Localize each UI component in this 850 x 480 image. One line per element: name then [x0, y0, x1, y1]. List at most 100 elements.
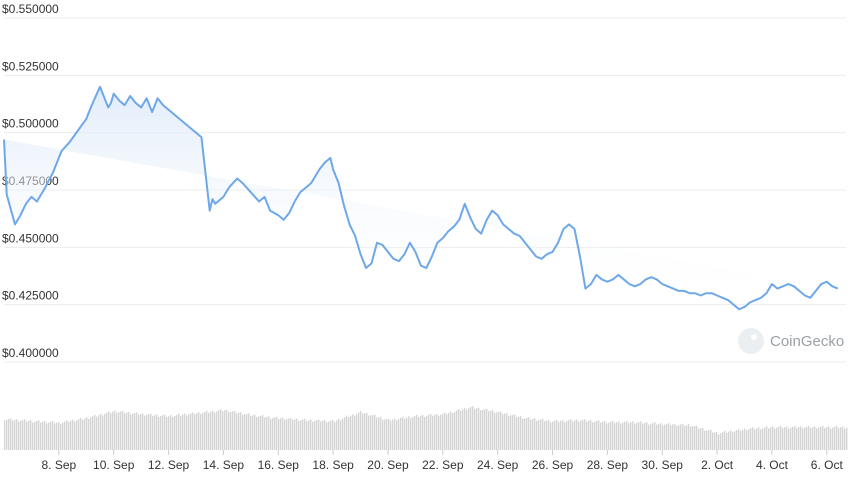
volume-bar	[446, 414, 448, 450]
volume-bar	[194, 414, 196, 450]
volume-bar	[202, 412, 204, 450]
volume-bar	[466, 409, 468, 450]
volume-bar	[576, 419, 578, 450]
volume-bar	[480, 410, 482, 450]
volume-bar	[738, 428, 740, 450]
volume-bar	[464, 407, 466, 450]
volume-bar	[792, 426, 794, 450]
x-tick-label: 6. Oct	[811, 458, 844, 472]
volume-bar	[162, 415, 164, 450]
volume-bar	[198, 412, 200, 450]
volume-bar	[372, 415, 374, 450]
price-series-line	[3, 85, 839, 311]
x-tick-label: 2. Oct	[701, 458, 734, 472]
volume-bar	[672, 424, 674, 450]
volume-bar	[32, 422, 34, 450]
volume-bar	[10, 418, 12, 450]
volume-bar	[150, 413, 152, 450]
volume-bar	[730, 430, 732, 450]
volume-bar	[834, 426, 836, 450]
volume-bar	[832, 427, 834, 450]
volume-bar	[706, 430, 708, 450]
volume-bar	[348, 417, 350, 450]
volume-bar	[160, 416, 162, 450]
volume-bar	[676, 426, 678, 450]
volume-bar	[492, 410, 494, 450]
volume-bar	[304, 418, 306, 450]
volume-bar	[574, 420, 576, 450]
volume-bar	[846, 427, 848, 450]
volume-bar	[106, 412, 108, 450]
volume-bar	[504, 413, 506, 450]
volume-bar	[662, 425, 664, 450]
volume-bar	[56, 422, 58, 450]
volume-bar	[204, 411, 206, 450]
volume-bar	[408, 416, 410, 450]
volume-bar	[384, 419, 386, 450]
volume-bar	[694, 426, 696, 450]
volume-bar	[186, 415, 188, 450]
volume-bar	[654, 422, 656, 450]
volume-bar	[200, 414, 202, 450]
gecko-logo-icon	[738, 328, 764, 354]
volume-bar	[8, 419, 10, 450]
volume-bar	[326, 422, 328, 450]
x-tick-label: 20. Sep	[367, 458, 409, 472]
volume-bar	[570, 419, 572, 450]
volume-bar	[720, 433, 722, 450]
volume-bar	[334, 421, 336, 450]
volume-bar	[292, 420, 294, 450]
volume-bar	[798, 427, 800, 450]
volume-bar	[622, 422, 624, 450]
volume-bar	[474, 408, 476, 450]
volume-bar	[826, 427, 828, 450]
volume-bar	[800, 426, 802, 450]
volume-bar	[310, 419, 312, 450]
volume-bar	[288, 418, 290, 450]
volume-bar	[476, 408, 478, 450]
volume-bar	[784, 427, 786, 450]
volume-bar	[432, 415, 434, 450]
volume-bar	[810, 428, 812, 450]
volume-bar	[424, 416, 426, 450]
volume-bar	[360, 411, 362, 450]
volume-bar	[222, 411, 224, 450]
volume-bar	[584, 419, 586, 450]
volume-bar	[26, 421, 28, 450]
volume-bar	[840, 427, 842, 450]
volume-bar	[568, 420, 570, 450]
y-tick-label: $0.400000	[2, 346, 59, 360]
volume-bar	[512, 414, 514, 450]
coingecko-watermark: CoinGecko	[738, 328, 844, 354]
volume-bar	[448, 412, 450, 450]
volume-bar	[22, 420, 24, 450]
volume-bar	[242, 414, 244, 450]
volume-bar	[324, 420, 326, 450]
volume-bar	[156, 414, 158, 450]
volume-bar	[220, 409, 222, 450]
volume-bar	[688, 424, 690, 450]
volume-bar	[30, 420, 32, 450]
volume-bar	[600, 422, 602, 450]
volume-bar	[786, 426, 788, 450]
volume-bar	[546, 420, 548, 450]
volume-bar	[468, 408, 470, 450]
volume-bar	[404, 418, 406, 450]
volume-bar	[44, 421, 46, 450]
volume-bar	[634, 423, 636, 450]
volume-bar	[750, 428, 752, 450]
volume-bar	[176, 414, 178, 450]
volume-bar	[746, 430, 748, 450]
volume-bar	[726, 432, 728, 450]
volume-bar	[302, 419, 304, 450]
volume-bar	[314, 420, 316, 450]
volume-bar	[762, 428, 764, 450]
volume-bar	[780, 425, 782, 450]
volume-bar	[678, 425, 680, 450]
volume-bar	[472, 406, 474, 450]
volume-bar	[658, 423, 660, 450]
volume-bar	[838, 428, 840, 450]
volume-bar	[328, 421, 330, 450]
volume-bar	[518, 416, 520, 450]
volume-bar	[270, 418, 272, 450]
